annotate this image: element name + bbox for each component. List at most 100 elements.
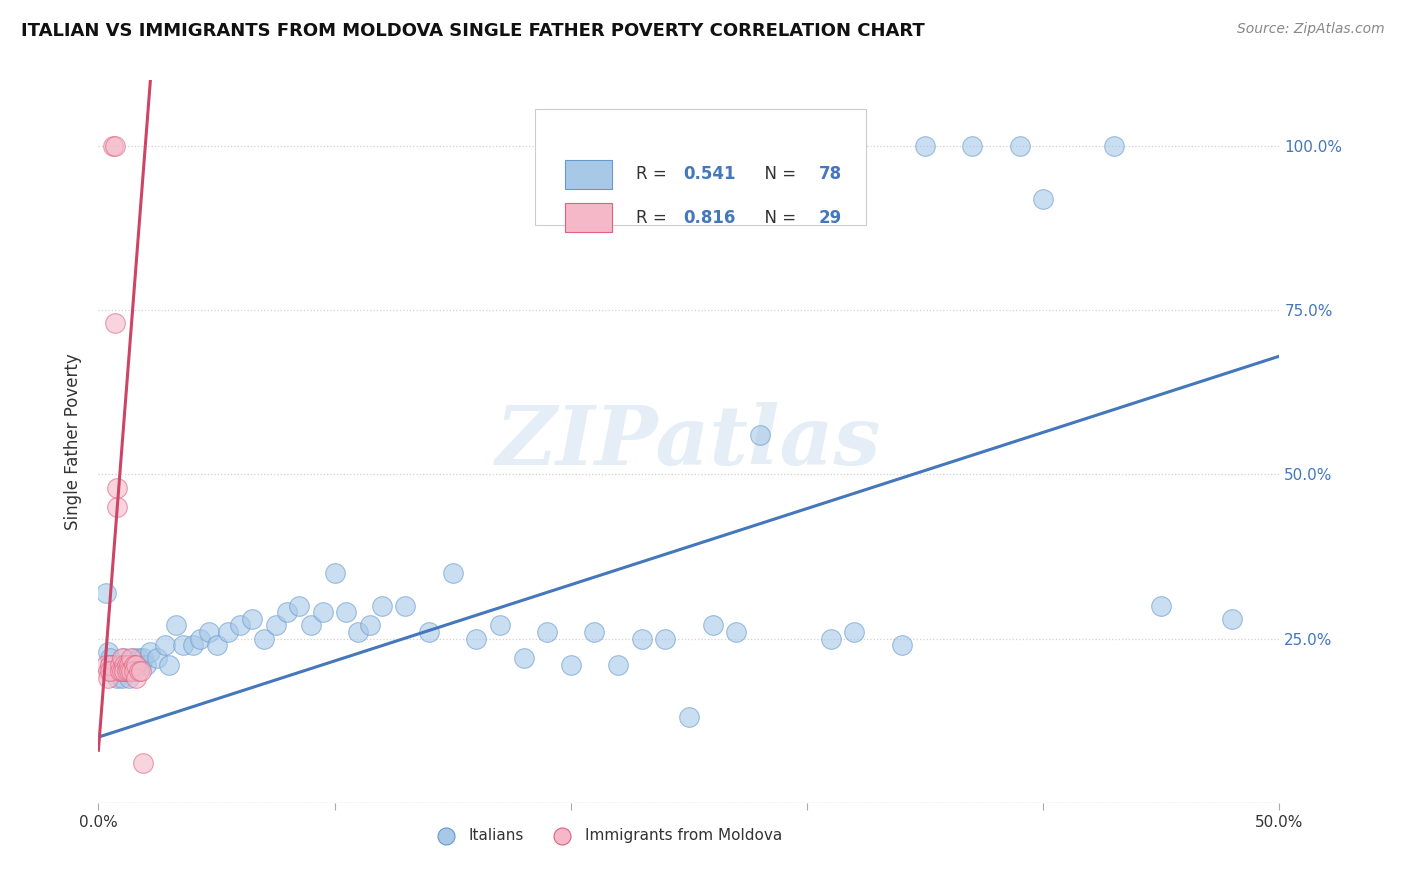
Point bbox=[583, 625, 606, 640]
Point bbox=[394, 599, 416, 613]
Point bbox=[121, 665, 143, 679]
Point bbox=[820, 632, 842, 646]
Point bbox=[105, 481, 128, 495]
Point bbox=[108, 665, 131, 679]
FancyBboxPatch shape bbox=[536, 109, 866, 225]
Point bbox=[125, 657, 148, 672]
Point bbox=[105, 671, 128, 685]
Point bbox=[118, 665, 141, 679]
Point bbox=[105, 500, 128, 515]
Point bbox=[132, 651, 155, 665]
Point bbox=[489, 618, 512, 632]
Point bbox=[253, 632, 276, 646]
Point bbox=[630, 632, 652, 646]
Point bbox=[112, 657, 135, 672]
Point bbox=[725, 625, 748, 640]
Point bbox=[101, 665, 124, 679]
Point bbox=[121, 651, 143, 665]
Point bbox=[678, 710, 700, 724]
Point bbox=[122, 657, 145, 672]
Point bbox=[139, 645, 162, 659]
Point bbox=[108, 665, 131, 679]
Point bbox=[98, 665, 121, 679]
Point bbox=[104, 139, 127, 153]
Point bbox=[607, 657, 630, 672]
Point bbox=[125, 657, 148, 672]
Point bbox=[264, 618, 287, 632]
Point bbox=[844, 625, 866, 640]
Point bbox=[962, 139, 984, 153]
Point bbox=[153, 638, 176, 652]
Point bbox=[132, 756, 155, 771]
Point bbox=[288, 599, 311, 613]
Point bbox=[229, 618, 252, 632]
FancyBboxPatch shape bbox=[565, 160, 612, 189]
Legend: Italians, Immigrants from Moldova: Italians, Immigrants from Moldova bbox=[425, 822, 789, 849]
Point bbox=[108, 657, 131, 672]
Point bbox=[98, 657, 121, 672]
Point bbox=[465, 632, 488, 646]
Point bbox=[890, 638, 912, 652]
Point bbox=[312, 605, 335, 619]
Point bbox=[702, 618, 724, 632]
Point bbox=[98, 651, 121, 665]
Point bbox=[104, 657, 127, 672]
Point bbox=[347, 625, 370, 640]
Point bbox=[97, 665, 120, 679]
Point bbox=[101, 657, 124, 672]
Point bbox=[98, 657, 121, 672]
Point bbox=[122, 651, 145, 665]
Point bbox=[128, 665, 150, 679]
Point bbox=[335, 605, 357, 619]
Point bbox=[118, 657, 141, 672]
Point bbox=[112, 657, 135, 672]
Point bbox=[111, 665, 134, 679]
Point bbox=[1102, 139, 1125, 153]
Point bbox=[104, 316, 127, 330]
Point bbox=[118, 671, 141, 685]
Point bbox=[104, 665, 127, 679]
Point bbox=[94, 585, 117, 599]
Text: 0.816: 0.816 bbox=[683, 209, 735, 227]
Point bbox=[129, 657, 152, 672]
Point bbox=[1032, 192, 1054, 206]
Point bbox=[512, 651, 534, 665]
Point bbox=[94, 657, 117, 672]
Text: 29: 29 bbox=[818, 209, 842, 227]
Text: Source: ZipAtlas.com: Source: ZipAtlas.com bbox=[1237, 22, 1385, 37]
Point bbox=[205, 638, 228, 652]
Point bbox=[111, 671, 134, 685]
Text: R =: R = bbox=[636, 209, 672, 227]
Point bbox=[157, 657, 180, 672]
Point bbox=[105, 665, 128, 679]
Text: ITALIAN VS IMMIGRANTS FROM MOLDOVA SINGLE FATHER POVERTY CORRELATION CHART: ITALIAN VS IMMIGRANTS FROM MOLDOVA SINGL… bbox=[21, 22, 925, 40]
Point bbox=[112, 651, 135, 665]
FancyBboxPatch shape bbox=[565, 203, 612, 232]
Point bbox=[97, 671, 120, 685]
Point bbox=[129, 665, 152, 679]
Point bbox=[111, 665, 134, 679]
Text: N =: N = bbox=[754, 165, 801, 183]
Point bbox=[115, 665, 138, 679]
Point bbox=[536, 625, 558, 640]
Point bbox=[359, 618, 381, 632]
Point bbox=[115, 665, 138, 679]
Point bbox=[276, 605, 298, 619]
Point bbox=[112, 665, 135, 679]
Point bbox=[299, 618, 322, 632]
Point bbox=[371, 599, 394, 613]
Point bbox=[165, 618, 187, 632]
Text: 0.541: 0.541 bbox=[683, 165, 735, 183]
Point bbox=[240, 612, 263, 626]
Point bbox=[121, 657, 143, 672]
Point bbox=[654, 632, 676, 646]
Point bbox=[122, 657, 145, 672]
Point bbox=[122, 665, 145, 679]
Text: ZIPatlas: ZIPatlas bbox=[496, 401, 882, 482]
Point bbox=[101, 139, 124, 153]
Point bbox=[441, 566, 464, 580]
Point bbox=[135, 657, 157, 672]
Point bbox=[1150, 599, 1173, 613]
Point bbox=[914, 139, 936, 153]
Point bbox=[172, 638, 194, 652]
